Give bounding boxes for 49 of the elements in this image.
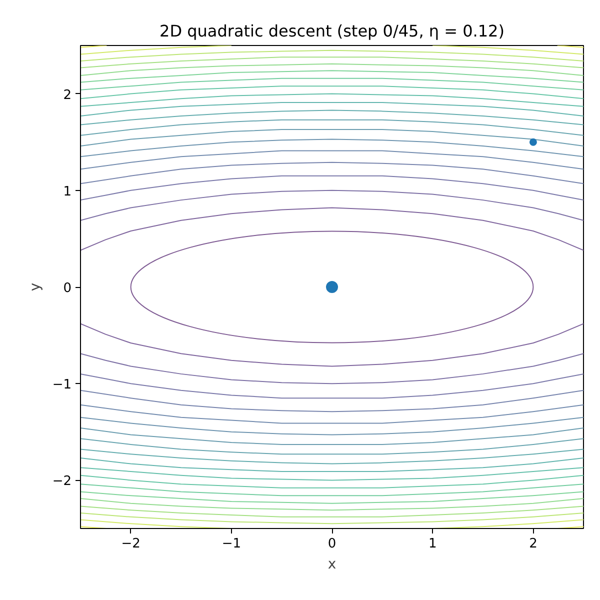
- line-series: [80, 93, 584, 107]
- line-series: [80, 78, 584, 90]
- line-series: [80, 353, 584, 384]
- x-tick-label: 0: [328, 536, 336, 552]
- line-series: [80, 323, 584, 367]
- line-series: [80, 119, 584, 136]
- x-tick-label: −1: [222, 536, 241, 552]
- line-series: [80, 506, 584, 518]
- line-series: [80, 162, 584, 184]
- y-tick-label: 0: [63, 281, 72, 296]
- line-series: [80, 467, 584, 481]
- line-series: [432, 46, 584, 55]
- line-series: [80, 70, 584, 83]
- line-series: [80, 129, 584, 146]
- y-axis-title: y: [27, 282, 44, 292]
- y-tick-label: −1: [52, 378, 72, 393]
- x-tick-label: 1: [428, 536, 437, 552]
- line-series: [80, 190, 584, 221]
- line-series: [80, 150, 584, 170]
- line-series: [80, 50, 584, 62]
- x-axis-title: x: [328, 556, 336, 572]
- x-tick-label: −2: [121, 536, 140, 552]
- line-series: [80, 56, 584, 68]
- line-series: [80, 416, 584, 436]
- line-series: [80, 448, 584, 464]
- y-tick-label: 2: [63, 88, 72, 103]
- x-tick-label: 2: [529, 536, 538, 552]
- line-series: [80, 175, 584, 201]
- line-series: [80, 373, 584, 399]
- line-series: [80, 390, 584, 412]
- line-series: [80, 138, 584, 158]
- line-series: [80, 457, 584, 472]
- chart-title: 2D quadratic descent (step 0/45, η = 0.12): [160, 22, 504, 40]
- line-series: [80, 63, 584, 76]
- line-series: [80, 438, 584, 455]
- line-series: [80, 110, 584, 126]
- line-series: [80, 102, 584, 117]
- line-series: [80, 484, 584, 496]
- line-series: [80, 474, 584, 488]
- line-series: [80, 207, 584, 251]
- line-series: [80, 404, 584, 424]
- line-series: [80, 46, 232, 55]
- line-series: [80, 498, 584, 511]
- line-series: [80, 86, 584, 100]
- y-tick-label: −2: [52, 474, 72, 490]
- line-series: [80, 428, 584, 445]
- line-series: [80, 512, 584, 524]
- y-tick-label: 1: [63, 184, 72, 200]
- line-series: [80, 491, 584, 504]
